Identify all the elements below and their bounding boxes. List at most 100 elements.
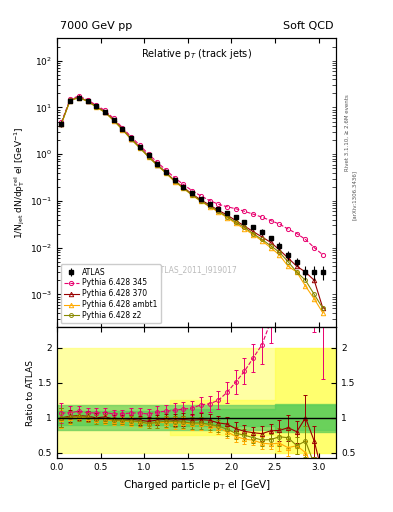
Pythia 6.428 370 xyxy=(111,117,116,123)
Pythia 6.428 345 xyxy=(76,93,81,99)
Text: [arXiv:1306.3436]: [arXiv:1306.3436] xyxy=(352,169,357,220)
Pythia 6.428 ambt1 xyxy=(138,145,142,151)
Pythia 6.428 ambt1 xyxy=(242,226,247,232)
Pythia 6.428 345 xyxy=(146,151,151,157)
Pythia 6.428 z2 xyxy=(268,243,273,249)
Pythia 6.428 z2 xyxy=(163,169,168,176)
Pythia 6.428 ambt1 xyxy=(190,192,195,198)
Pythia 6.428 ambt1 xyxy=(321,310,325,316)
Pythia 6.428 ambt1 xyxy=(181,185,186,191)
Pythia 6.428 345 xyxy=(163,167,168,173)
Text: ATLAS_2011_I919017: ATLAS_2011_I919017 xyxy=(156,265,237,274)
Text: Relative p$_T$ (track jets): Relative p$_T$ (track jets) xyxy=(141,47,252,61)
Pythia 6.428 345 xyxy=(111,115,116,121)
Pythia 6.428 z2 xyxy=(259,237,264,243)
Pythia 6.428 z2 xyxy=(242,224,247,230)
Pythia 6.428 ambt1 xyxy=(111,117,116,123)
X-axis label: Charged particle p$_\mathregular{T}$ el [GeV]: Charged particle p$_\mathregular{T}$ el … xyxy=(123,478,270,492)
Pythia 6.428 370 xyxy=(242,223,247,229)
Pythia 6.428 345 xyxy=(120,124,125,131)
Pythia 6.428 345 xyxy=(312,245,317,251)
Pythia 6.428 z2 xyxy=(94,104,99,110)
Pythia 6.428 ambt1 xyxy=(259,238,264,244)
Pythia 6.428 z2 xyxy=(129,136,134,142)
Pythia 6.428 ambt1 xyxy=(216,209,220,215)
Pythia 6.428 ambt1 xyxy=(163,170,168,176)
Pythia 6.428 345 xyxy=(207,198,212,204)
Pythia 6.428 370 xyxy=(321,305,325,311)
Pythia 6.428 z2 xyxy=(251,230,255,237)
Pythia 6.428 z2 xyxy=(216,208,220,215)
Pythia 6.428 ambt1 xyxy=(173,179,177,185)
Legend: ATLAS, Pythia 6.428 345, Pythia 6.428 370, Pythia 6.428 ambt1, Pythia 6.428 z2: ATLAS, Pythia 6.428 345, Pythia 6.428 37… xyxy=(61,265,161,323)
Pythia 6.428 z2 xyxy=(59,120,64,126)
Pythia 6.428 370 xyxy=(216,207,220,214)
Pythia 6.428 345 xyxy=(216,201,220,207)
Pythia 6.428 370 xyxy=(286,255,290,261)
Bar xyxy=(57,348,336,453)
Pythia 6.428 ambt1 xyxy=(76,95,81,101)
Pythia 6.428 z2 xyxy=(146,154,151,160)
Pythia 6.428 345 xyxy=(129,134,134,140)
Pythia 6.428 370 xyxy=(138,144,142,151)
Pythia 6.428 370 xyxy=(277,247,282,253)
Pythia 6.428 ambt1 xyxy=(155,162,160,168)
Text: Rivet 3.1.10, ≥ 2.6M events: Rivet 3.1.10, ≥ 2.6M events xyxy=(345,95,350,172)
Pythia 6.428 ambt1 xyxy=(207,204,212,210)
Pythia 6.428 370 xyxy=(120,126,125,132)
Pythia 6.428 345 xyxy=(303,237,308,243)
Line: Pythia 6.428 370: Pythia 6.428 370 xyxy=(59,95,325,311)
Pythia 6.428 ambt1 xyxy=(286,263,290,269)
Pythia 6.428 370 xyxy=(103,109,107,115)
Pythia 6.428 z2 xyxy=(138,145,142,151)
Pythia 6.428 345 xyxy=(190,188,195,194)
Text: 7000 GeV pp: 7000 GeV pp xyxy=(60,21,132,31)
Pythia 6.428 370 xyxy=(207,202,212,208)
Pythia 6.428 370 xyxy=(155,161,160,167)
Bar xyxy=(57,405,336,430)
Pythia 6.428 ambt1 xyxy=(233,220,238,226)
Line: Pythia 6.428 ambt1: Pythia 6.428 ambt1 xyxy=(59,95,325,315)
Line: Pythia 6.428 345: Pythia 6.428 345 xyxy=(59,94,325,257)
Pythia 6.428 z2 xyxy=(207,203,212,209)
Pythia 6.428 345 xyxy=(155,159,160,165)
Pythia 6.428 370 xyxy=(94,103,99,110)
Pythia 6.428 ambt1 xyxy=(303,283,308,289)
Pythia 6.428 z2 xyxy=(181,185,186,191)
Pythia 6.428 345 xyxy=(198,193,203,199)
Pythia 6.428 345 xyxy=(321,252,325,258)
Pythia 6.428 345 xyxy=(294,230,299,237)
Pythia 6.428 z2 xyxy=(68,97,72,103)
Pythia 6.428 z2 xyxy=(294,269,299,275)
Pythia 6.428 370 xyxy=(233,218,238,224)
Pythia 6.428 345 xyxy=(225,204,230,210)
Pythia 6.428 370 xyxy=(251,228,255,234)
Pythia 6.428 370 xyxy=(68,97,72,103)
Pythia 6.428 z2 xyxy=(120,126,125,133)
Text: Soft QCD: Soft QCD xyxy=(283,21,333,31)
Pythia 6.428 ambt1 xyxy=(120,126,125,133)
Pythia 6.428 ambt1 xyxy=(129,136,134,142)
Pythia 6.428 z2 xyxy=(277,249,282,255)
Pythia 6.428 370 xyxy=(294,263,299,269)
Pythia 6.428 345 xyxy=(94,102,99,108)
Pythia 6.428 z2 xyxy=(85,98,90,104)
Pythia 6.428 345 xyxy=(242,208,247,215)
Pythia 6.428 ambt1 xyxy=(268,245,273,251)
Pythia 6.428 345 xyxy=(59,119,64,125)
Pythia 6.428 370 xyxy=(76,94,81,100)
Pythia 6.428 345 xyxy=(173,175,177,181)
Pythia 6.428 z2 xyxy=(286,259,290,265)
Pythia 6.428 370 xyxy=(190,191,195,197)
Pythia 6.428 370 xyxy=(173,178,177,184)
Pythia 6.428 ambt1 xyxy=(94,104,99,110)
Pythia 6.428 345 xyxy=(251,211,255,217)
Pythia 6.428 370 xyxy=(59,120,64,126)
Pythia 6.428 370 xyxy=(181,184,186,190)
Pythia 6.428 z2 xyxy=(173,178,177,184)
Pythia 6.428 345 xyxy=(268,218,273,224)
Pythia 6.428 z2 xyxy=(233,219,238,225)
Pythia 6.428 345 xyxy=(138,142,142,148)
Line: Pythia 6.428 z2: Pythia 6.428 z2 xyxy=(59,96,325,310)
Pythia 6.428 370 xyxy=(312,277,317,283)
